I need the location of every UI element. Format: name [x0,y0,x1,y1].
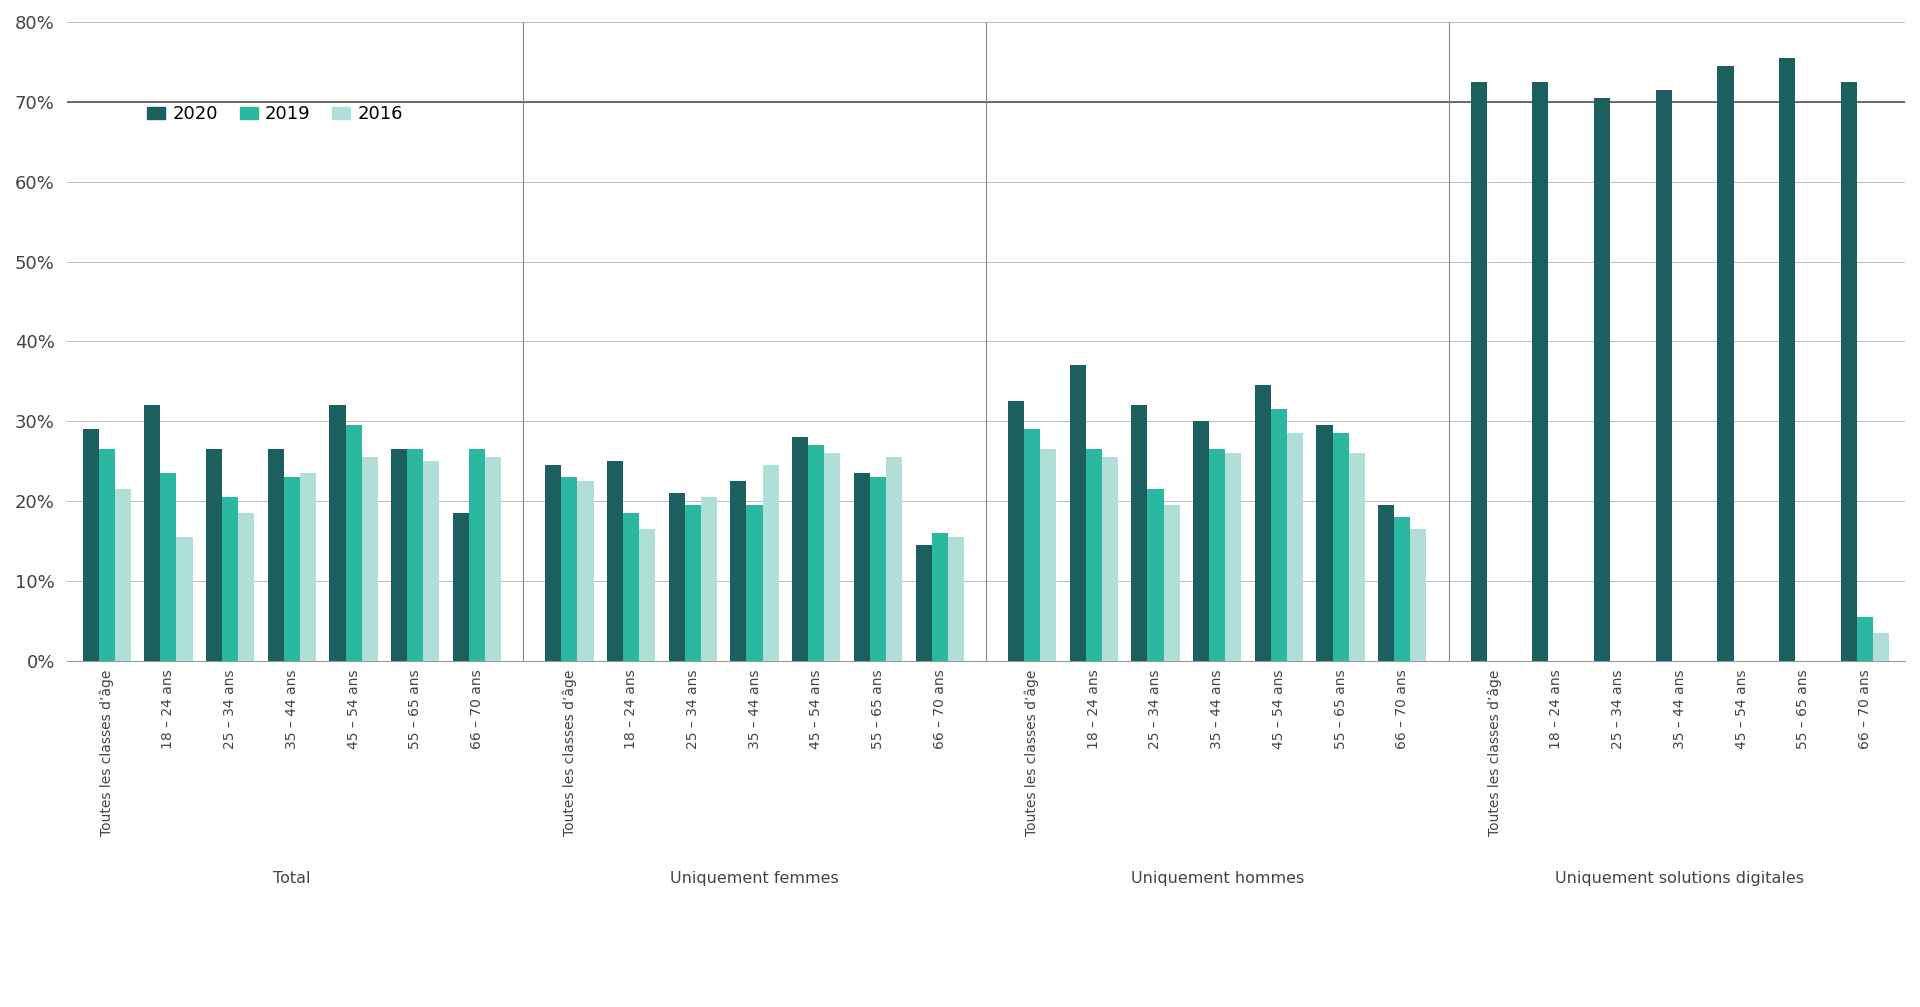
Bar [1225,453,1240,661]
Bar [1023,429,1041,661]
Bar [144,405,161,661]
Bar [701,497,716,661]
Bar [205,449,223,661]
Legend: 2020, 2019, 2016: 2020, 2019, 2016 [140,98,411,131]
Bar [486,457,501,661]
Bar [1256,386,1271,661]
Text: Total: Total [273,871,311,886]
Bar [267,449,284,661]
Bar [1411,529,1427,661]
Bar [931,533,948,661]
Bar [300,473,317,661]
Bar [561,477,578,661]
Bar [177,537,192,661]
Bar [1594,98,1611,661]
Bar [793,437,808,661]
Bar [1148,489,1164,661]
Bar [1655,90,1672,661]
Bar [1131,405,1148,661]
Text: Uniquement hommes: Uniquement hommes [1131,871,1304,886]
Bar [453,513,468,661]
Bar [1087,449,1102,661]
Bar [808,445,824,661]
Bar [407,449,422,661]
Bar [392,449,407,661]
Bar [98,449,115,661]
Bar [1780,58,1795,661]
Bar [284,477,300,661]
Bar [885,457,902,661]
Bar [685,506,701,661]
Bar [824,453,841,661]
Bar [762,465,780,661]
Bar [1718,65,1734,661]
Bar [1271,409,1286,661]
Bar [1332,433,1348,661]
Bar [1008,401,1023,661]
Bar [948,537,964,661]
Bar [624,513,639,661]
Bar [1192,421,1210,661]
Bar [1471,82,1486,661]
Bar [730,481,747,661]
Bar [747,506,762,661]
Bar [1069,366,1087,661]
Bar [330,405,346,661]
Bar [238,513,253,661]
Bar [468,449,486,661]
Bar [870,477,885,661]
Bar [1164,506,1179,661]
Bar [1317,425,1332,661]
Bar [1286,433,1304,661]
Bar [223,497,238,661]
Bar [1102,457,1117,661]
Bar [1532,82,1548,661]
Bar [161,473,177,661]
Text: Uniquement solutions digitales: Uniquement solutions digitales [1555,871,1805,886]
Bar [916,545,931,661]
Bar [422,461,440,661]
Bar [83,429,98,661]
Bar [1210,449,1225,661]
Bar [1841,82,1857,661]
Bar [607,461,624,661]
Bar [668,493,685,661]
Bar [545,465,561,661]
Bar [361,457,378,661]
Bar [639,529,655,661]
Bar [1872,632,1889,661]
Bar [1348,453,1365,661]
Bar [578,481,593,661]
Bar [854,473,870,661]
Bar [1041,449,1056,661]
Bar [115,489,131,661]
Text: Uniquement femmes: Uniquement femmes [670,871,839,886]
Bar [1379,506,1394,661]
Bar [1857,617,1872,661]
Bar [1394,517,1411,661]
Bar [346,425,361,661]
